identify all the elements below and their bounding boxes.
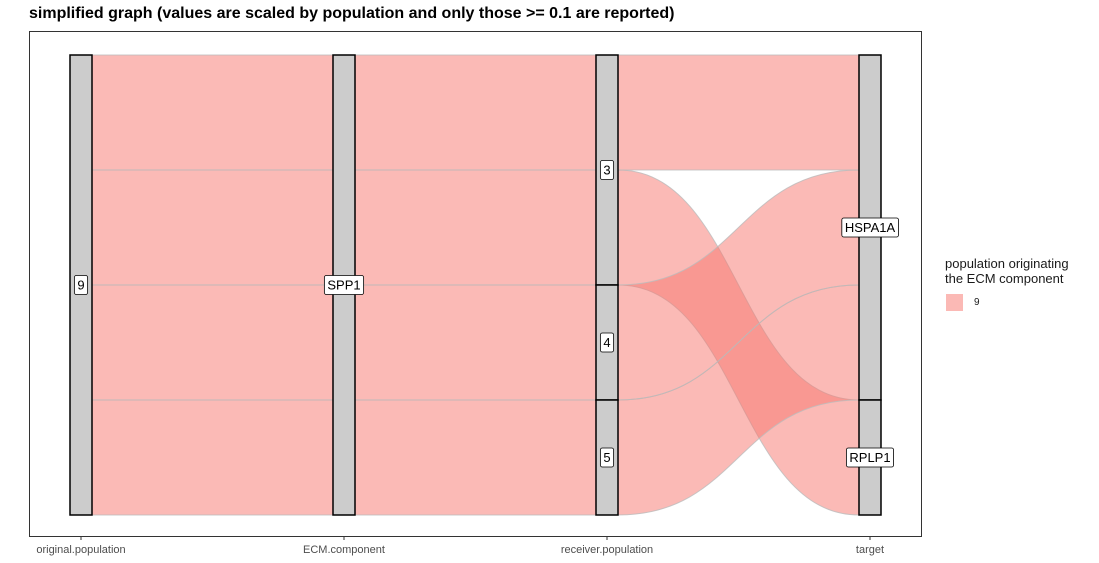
stratum-label-text: 5 bbox=[603, 450, 610, 465]
stratum-label: 5 bbox=[599, 447, 615, 468]
legend-title-line: population originating bbox=[945, 256, 1069, 271]
alluvium-flow bbox=[91, 399, 334, 516]
x-axis: original.population ECM.component receiver… bbox=[36, 536, 884, 556]
stratum-label-text: 3 bbox=[603, 163, 610, 178]
x-tick-label: ECM.component bbox=[303, 544, 385, 556]
stratum-label: 3 bbox=[599, 160, 615, 180]
stratum-label: SPP1 bbox=[323, 275, 365, 295]
alluvium-flow bbox=[91, 169, 334, 286]
stratum-label-text: 9 bbox=[77, 278, 84, 293]
alluvium-flow bbox=[354, 284, 597, 401]
alluvium-flow bbox=[91, 284, 334, 401]
stratum-label-text: RPLP1 bbox=[849, 450, 890, 465]
stratum-label-box bbox=[73, 275, 89, 295]
legend-key-swatch bbox=[945, 293, 964, 312]
flows-layer bbox=[91, 54, 860, 516]
alluvium-flow bbox=[617, 54, 860, 171]
alluvium-flow bbox=[91, 54, 334, 171]
x-tick-label: original.population bbox=[36, 544, 125, 556]
alluvium-flow bbox=[354, 54, 597, 171]
panel-border bbox=[29, 31, 922, 537]
legend-title: population originating the ECM component bbox=[945, 256, 1095, 286]
strata-layer bbox=[69, 54, 882, 516]
stratum-label: RPLP1 bbox=[845, 447, 895, 468]
alluvium-flow bbox=[354, 399, 597, 516]
stratum-label: 9 bbox=[73, 275, 89, 295]
stratum-label-box bbox=[599, 447, 615, 468]
stratum-label-box bbox=[599, 160, 615, 180]
stratum-label-text: 4 bbox=[603, 335, 610, 350]
stratum-label-box bbox=[841, 217, 899, 238]
legend-title-line: the ECM component bbox=[945, 271, 1064, 286]
stratum-label-box bbox=[845, 447, 895, 468]
stratum-label: HSPA1A bbox=[841, 217, 899, 238]
stratum-label-box bbox=[599, 332, 615, 353]
alluvium-flow bbox=[354, 169, 597, 286]
stratum-label-box bbox=[323, 275, 365, 295]
stratum-label: 4 bbox=[599, 332, 615, 353]
stratum-label-text: SPP1 bbox=[327, 278, 360, 293]
x-tick-label: receiver.population bbox=[561, 544, 653, 556]
legend-item: 9 bbox=[945, 293, 1095, 312]
stratum-label-text: HSPA1A bbox=[845, 220, 896, 235]
chart-title: simplified graph (values are scaled by p… bbox=[29, 5, 675, 22]
x-tick-label: target bbox=[856, 544, 884, 556]
legend: population originating the ECM component… bbox=[945, 256, 1095, 312]
stratum-labels-layer: 9 SPP1 3 4 5 HSPA1A RPLP1 bbox=[73, 160, 899, 468]
legend-item-label: 9 bbox=[974, 297, 980, 308]
